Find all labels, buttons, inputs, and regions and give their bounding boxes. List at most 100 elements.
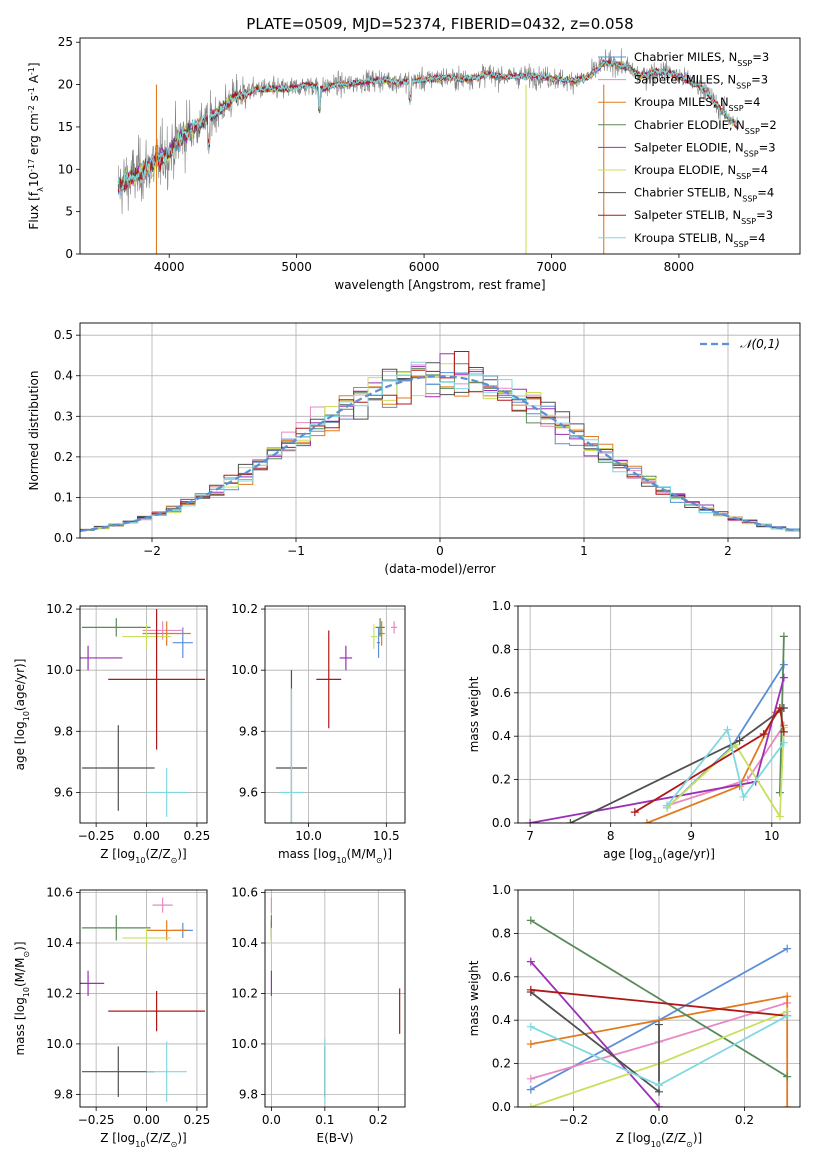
chart-mass-weight-vs-age: 7 8 9 10 0.0 0.2 0.4 0.6 0.8 1.0 age [log10(age/yr… [467, 599, 801, 865]
errorbar-point-7 [108, 990, 205, 1032]
series-line-7 [530, 988, 788, 1017]
y-tick-label: 0.3 [54, 409, 73, 423]
y-axis-label: age [log10(age/yr)] [13, 659, 31, 771]
series-marker [739, 792, 748, 801]
errorbar-point-4 [80, 645, 123, 671]
chart-spectrum: 4000 5000 6000 7000 8000 0 5 10 15 20 25 wavelength… [27, 35, 801, 292]
x-tick-label: −1 [287, 544, 305, 558]
y-tick-label: 10.4 [46, 936, 73, 950]
y-axis-label: mass weight [467, 960, 481, 1036]
plot-area [80, 897, 205, 1102]
errorbar-point-6 [82, 725, 155, 811]
y-tick-label: 10.4 [231, 936, 258, 950]
series-marker [775, 703, 784, 712]
plot-area [275, 618, 398, 823]
legend-label-4: Salpeter ELODIE, NSSP=3 [634, 140, 776, 158]
series-marker [526, 916, 535, 925]
y-tick-label: 0 [65, 247, 73, 261]
x-tick-label: 0.1 [315, 1113, 334, 1127]
errorbar-point-8 [146, 1041, 187, 1102]
x-tick-label: 0.0 [262, 1113, 281, 1127]
x-tick-label: 2 [724, 544, 732, 558]
legend-label-1: Salpeter MILES, NSSP=3 [634, 73, 768, 91]
errorbar-point-0 [172, 627, 193, 658]
series-marker [775, 812, 784, 821]
y-tick-label: 9.8 [54, 1087, 73, 1101]
normal-curve [80, 375, 798, 532]
series-marker [779, 738, 788, 747]
series-line-8 [666, 727, 785, 807]
series-marker [735, 736, 744, 745]
y-tick-label: 10.2 [46, 602, 73, 616]
plot-area [526, 916, 792, 1107]
y-tick-label: 9.8 [54, 724, 73, 738]
series-marker [775, 788, 784, 797]
y-axis-label: Normed distribution [27, 371, 41, 491]
x-tick-label: 8000 [664, 260, 695, 274]
series-marker [783, 1103, 792, 1107]
legend-label-normal: 𝒩(0,1) [740, 337, 780, 351]
y-tick-label: 10 [58, 162, 73, 176]
y-tick-label: 0.0 [492, 1100, 511, 1114]
plot-area [80, 351, 800, 533]
errorbar-point-3 [375, 618, 385, 637]
series-marker [526, 985, 535, 994]
chart-age-vs-mass: 10.0 10.5 9.6 9.8 10.0 10.2 mass [log10(M/M⊙)] [231, 602, 406, 865]
y-tick-label: 0.5 [54, 328, 73, 342]
legend: Chabrier MILES, NSSP=3 Salpeter MILES, NS… [598, 50, 777, 248]
chart-mass-weight-vs-metallicity: −0.2 0.0 0.2 0.0 0.2 0.4 0.6 0.8 1.0 Z [log10(Z/Z… [467, 883, 801, 1149]
series-marker [663, 801, 672, 810]
y-tick-label: 10.2 [231, 602, 258, 616]
y-tick-label: 10.6 [46, 886, 73, 900]
y-tick-label: 0.2 [492, 1057, 511, 1071]
series-marker [779, 632, 788, 641]
x-tick-label: 10 [764, 829, 779, 843]
y-tick-label: 25 [58, 35, 73, 49]
histogram-model-8 [80, 361, 800, 533]
y-tick-label: 9.6 [54, 785, 73, 799]
y-tick-label: 10.0 [46, 1037, 73, 1051]
errorbar-point-5 [122, 927, 171, 949]
series-marker [526, 957, 535, 966]
series-marker [630, 808, 639, 817]
plot-area [80, 609, 205, 817]
errorbar-point-8 [279, 688, 304, 823]
errorbar-point-3 [82, 618, 151, 637]
chart-age-vs-metallicity: −0.25 0.00 0.25 9.6 9.8 10.0 10.2 Z [log10(Z/Z⊙… [13, 602, 210, 864]
x-tick-label: 0.00 [133, 1113, 160, 1127]
legend-label-8: Kroupa STELIB, NSSP=4 [634, 231, 765, 249]
axes-frame [264, 889, 406, 1108]
series-marker [526, 1022, 535, 1031]
y-tick-label: 0.2 [492, 773, 511, 787]
x-tick-label: 0 [436, 544, 444, 558]
y-tick-label: 0.1 [54, 490, 73, 504]
errorbar-point-8 [146, 767, 187, 817]
plot-area [117, 48, 738, 254]
y-tick-label: 15 [58, 120, 73, 134]
y-tick-label: 10.0 [231, 1037, 258, 1051]
x-axis-label: (data-model)/error [384, 562, 495, 576]
series-marker [642, 819, 651, 823]
figure-title: PLATE=0509, MJD=52374, FIBERID=0432, z=0… [246, 15, 633, 33]
series-marker [526, 819, 535, 823]
y-tick-label: 0.8 [492, 926, 511, 940]
errorbar-point-5 [122, 624, 171, 649]
axes-frame [79, 605, 208, 824]
plot-area [526, 632, 788, 823]
legend-label-7: Salpeter STELIB, NSSP=3 [634, 208, 773, 226]
x-tick-label: 6000 [409, 260, 440, 274]
plot-area [270, 897, 401, 1105]
series-marker [783, 1011, 792, 1020]
x-axis-label: age [log10(age/yr)] [603, 847, 715, 865]
series-line-7 [634, 705, 785, 813]
legend-label-2: Kroupa MILES, NSSP=4 [634, 95, 760, 113]
x-tick-label: 0.25 [184, 1113, 211, 1127]
y-tick-label: 0.2 [54, 450, 73, 464]
axes-frame [264, 605, 406, 824]
x-tick-label: 8 [607, 829, 615, 843]
errorbar-point-2 [146, 920, 187, 941]
y-tick-label: 9.6 [239, 785, 258, 799]
series-marker [655, 1020, 663, 1029]
